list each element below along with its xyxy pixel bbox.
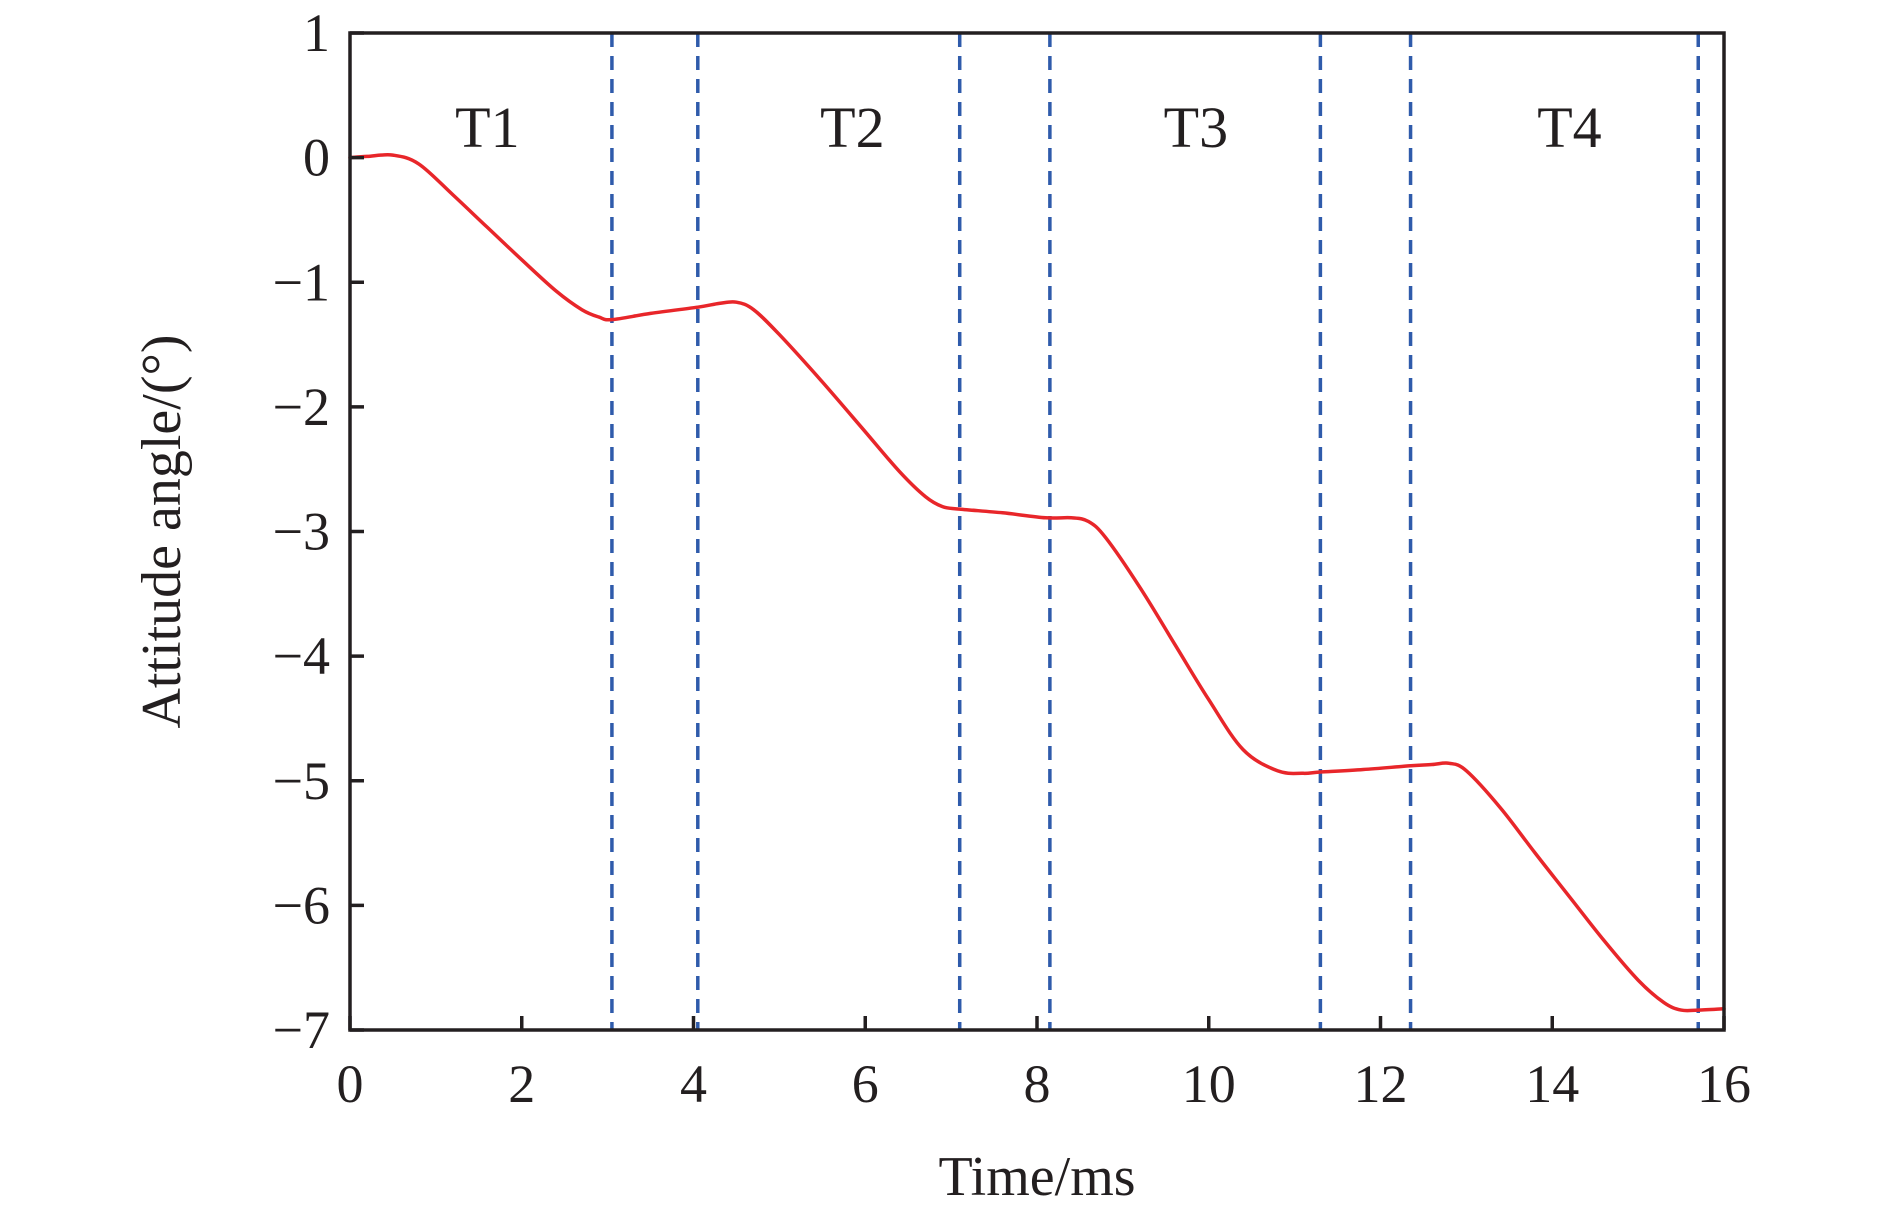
x-tick-label: 4: [680, 1054, 707, 1114]
y-tick-label: −3: [273, 502, 330, 562]
attitude-angle-line: [348, 152, 1726, 1013]
x-tick-label: 8: [1024, 1054, 1051, 1114]
region-label-t1: T1: [455, 95, 519, 160]
y-axis-label: Attitude angle/(°): [131, 334, 193, 728]
x-tick-label: 14: [1525, 1054, 1579, 1114]
x-tick-label: 10: [1182, 1054, 1236, 1114]
y-tick-label: −1: [273, 252, 330, 312]
region-label-t4: T4: [1537, 95, 1601, 160]
y-tick-label: −6: [273, 875, 330, 935]
x-tick-label: 16: [1697, 1054, 1751, 1114]
y-tick-label: −2: [273, 377, 330, 437]
x-axis-label: Time/ms: [938, 1146, 1135, 1208]
x-tick-label: 6: [852, 1054, 879, 1114]
divider-lines: [610, 33, 1700, 1030]
y-tick-label: −7: [273, 1000, 330, 1060]
plot-frame: [348, 31, 1726, 1032]
x-tick-label: 2: [508, 1054, 535, 1114]
y-tick-label: 1: [303, 3, 330, 63]
y-tick-label: −4: [273, 626, 330, 686]
y-tick-label: −5: [273, 751, 330, 811]
region-label-t2: T2: [820, 95, 884, 160]
region-label-t3: T3: [1164, 95, 1228, 160]
region-labels: T1 T2 T3 T4: [455, 95, 1601, 160]
y-tick-label: 0: [303, 128, 330, 188]
x-tick-label: 0: [337, 1054, 364, 1114]
x-tick-label: 12: [1354, 1054, 1408, 1114]
